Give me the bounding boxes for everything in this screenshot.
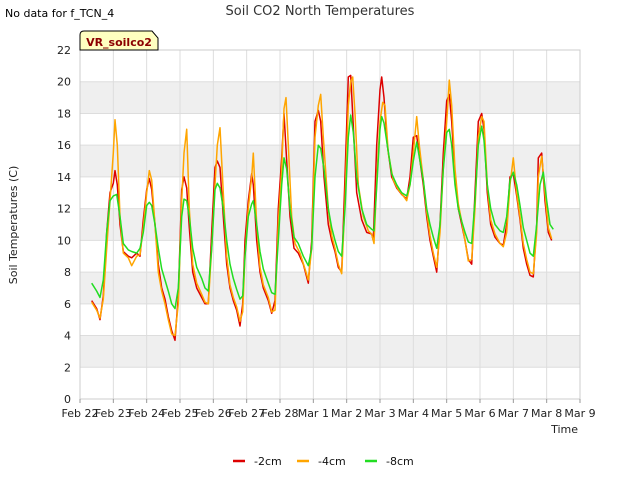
y-tick-label: 12	[57, 203, 71, 216]
y-tick-label: 4	[64, 330, 71, 343]
x-axis-label: Time	[550, 423, 578, 436]
x-tick-label: Feb 26	[195, 407, 232, 420]
y-tick-label: 8	[64, 266, 71, 279]
y-tick-label: 18	[57, 107, 71, 120]
series-line--8cm	[91, 114, 554, 310]
y-tick-label: 10	[57, 234, 71, 247]
series-layer	[91, 74, 554, 342]
band-3	[80, 272, 580, 304]
x-tick-label: Feb 25	[162, 407, 199, 420]
legend-label: -8cm	[386, 455, 414, 468]
plot-frame	[79, 49, 581, 400]
y-axis-ticks: 0 2 4 6 8 10 12 14 16 18 20 22	[57, 44, 71, 406]
legend-label: -2cm	[254, 455, 282, 468]
x-tick-label: Mar 1	[298, 407, 329, 420]
x-tick-label: Mar 3	[364, 407, 395, 420]
station-tag: VR_soilco2	[79, 30, 159, 51]
band-9	[80, 81, 580, 114]
x-tick-label: Mar 5	[431, 407, 462, 420]
station-tag-label: VR_soilco2	[86, 36, 152, 49]
band-1	[80, 335, 580, 368]
x-tick-label: Mar 9	[564, 407, 595, 420]
x-tick-label: Mar 4	[398, 407, 429, 420]
y-tick-label: 6	[64, 298, 71, 311]
station-tag-box	[79, 30, 159, 51]
x-tick-label: Mar 6	[464, 407, 495, 420]
chart-title: Soil CO2 North Temperatures	[226, 4, 415, 19]
y-tick-label: 0	[64, 393, 71, 406]
x-tick-label: Feb 27	[228, 407, 265, 420]
x-tick-label: Feb 23	[95, 407, 132, 420]
legend-label: -4cm	[318, 455, 346, 468]
x-tick-label: Feb 28	[262, 407, 299, 420]
y-tick-label: 14	[57, 171, 71, 184]
y-tick-label: 16	[57, 139, 71, 152]
x-tick-label: Feb 22	[62, 407, 99, 420]
y-tick-label: 22	[57, 44, 71, 57]
y-tick-label: 20	[57, 76, 71, 89]
x-tick-label: Mar 2	[331, 407, 362, 420]
no-data-note: No data for f_TCN_4	[5, 7, 115, 20]
x-tick-label: Mar 8	[531, 407, 562, 420]
x-tick-label: Mar 7	[498, 407, 529, 420]
y-axis-label: Soil Temperatures (C)	[7, 166, 20, 285]
legend: -2cm -4cm -8cm	[233, 455, 414, 468]
x-tick-label: Feb 24	[128, 407, 165, 420]
band-7	[80, 145, 580, 177]
y-tick-label: 2	[64, 361, 71, 374]
